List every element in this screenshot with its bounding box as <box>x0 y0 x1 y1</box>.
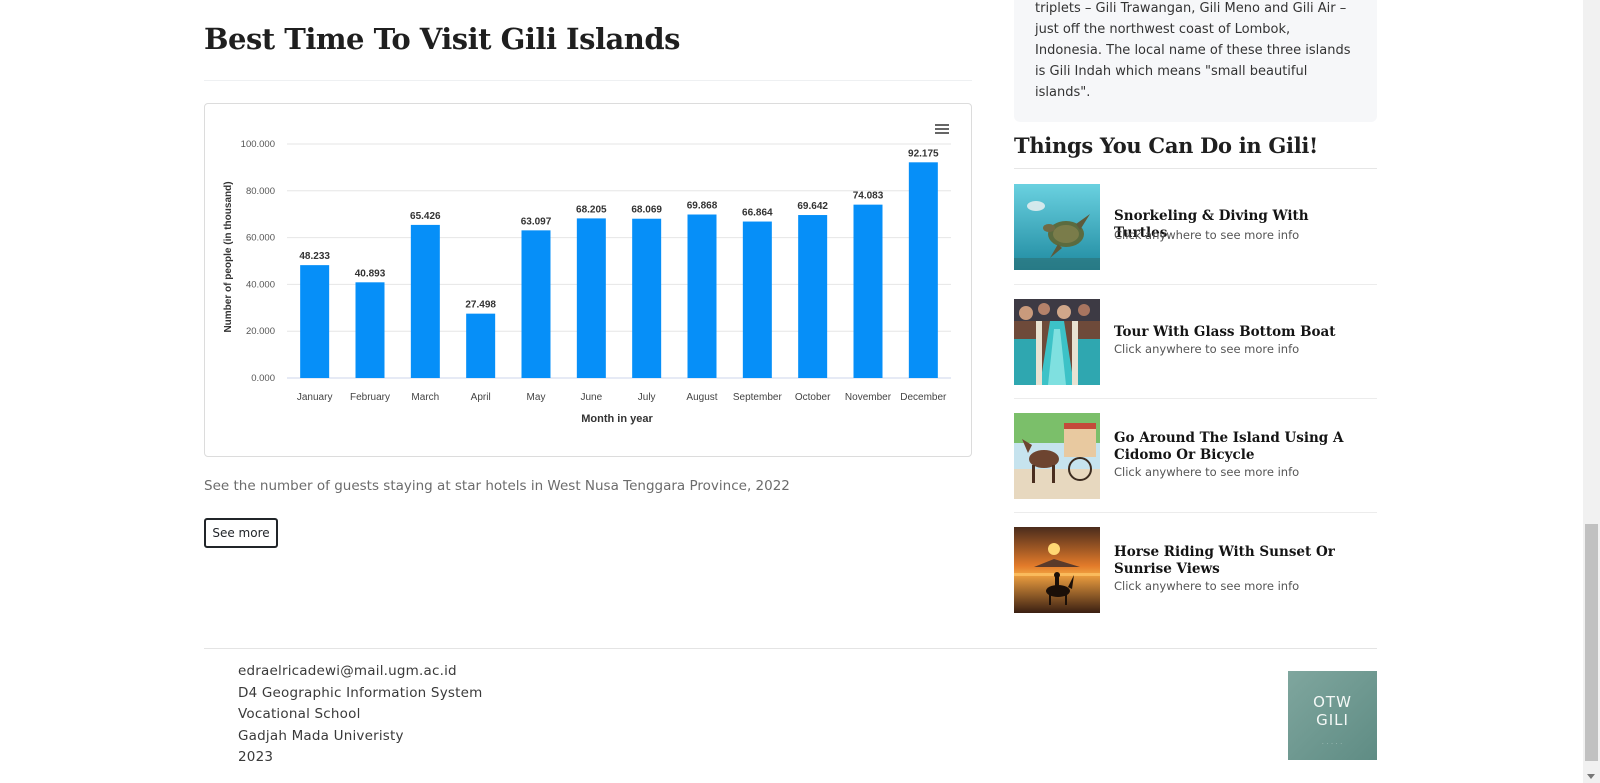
data-label: 63.097 <box>521 216 552 227</box>
activity-hint: Click anywhere to see more info <box>1114 579 1300 593</box>
y-tick-label: 40.000 <box>246 279 275 290</box>
bar-june[interactable] <box>576 218 606 378</box>
footer-contact: edraelricadewi@mail.ugm.ac.id D4 Geograp… <box>238 661 482 769</box>
about-box: triplets – Gili Trawangan, Gili Meno and… <box>1014 0 1377 122</box>
logo-text-line-1: OTW <box>1313 693 1352 711</box>
footer-year: 2023 <box>238 749 274 765</box>
data-label: 27.498 <box>465 300 496 311</box>
activity-hint: Click anywhere to see more info <box>1114 228 1300 242</box>
bar-october[interactable] <box>798 215 828 378</box>
bar-february[interactable] <box>355 282 385 378</box>
y-tick-label: 60.000 <box>246 233 275 244</box>
bar-january[interactable] <box>300 265 330 378</box>
footer-school: Vocational School <box>238 706 361 722</box>
bar-april[interactable] <box>466 313 496 378</box>
bar-november[interactable] <box>853 204 883 378</box>
bar-december[interactable] <box>908 162 938 378</box>
logo-tagline-decoration: · · · · · <box>1322 741 1343 746</box>
data-label: 68.069 <box>631 205 662 216</box>
y-tick-label: 20.000 <box>246 326 275 337</box>
vertical-scrollbar[interactable] <box>1583 0 1600 783</box>
x-tick-label: April <box>471 392 491 403</box>
scrollbar-thumb[interactable] <box>1585 524 1598 761</box>
activity-card-glass-boat[interactable]: Tour With Glass Bottom Boat Click anywhe… <box>1014 299 1377 385</box>
x-tick-label: January <box>297 392 333 403</box>
y-tick-label: 100.000 <box>241 139 275 150</box>
x-axis-label: Month in year <box>581 413 653 425</box>
glass-bottom-boat-image <box>1014 299 1100 385</box>
activity-hint: Click anywhere to see more info <box>1114 342 1300 356</box>
footer-email: edraelricadewi@mail.ugm.ac.id <box>238 663 457 679</box>
hamburger-menu-icon[interactable] <box>935 124 949 135</box>
logo-text-line-2: GILI <box>1316 711 1349 729</box>
bar-september[interactable] <box>742 221 772 378</box>
activity-card-snorkeling[interactable]: Snorkeling & Diving With Turtles Click a… <box>1014 184 1377 270</box>
y-axis-label: Number of people (in thousand) <box>223 181 234 332</box>
footer-divider <box>204 648 1377 649</box>
x-tick-label: December <box>900 392 947 403</box>
activity-divider <box>1014 512 1377 513</box>
activity-title: Snorkeling & Diving With Turtles <box>1114 208 1309 241</box>
things-divider <box>1014 168 1377 169</box>
data-label: 48.233 <box>299 251 330 262</box>
x-tick-label: July <box>638 392 656 403</box>
title-divider <box>204 80 972 81</box>
x-tick-label: November <box>845 392 892 403</box>
bar-july[interactable] <box>632 218 662 378</box>
bar-may[interactable] <box>521 230 551 378</box>
data-label: 69.642 <box>797 201 828 212</box>
footer-university: Gadjah Mada Univeristy <box>238 727 404 744</box>
footer-program: D4 Geographic Information System <box>238 684 483 701</box>
activity-title: Go Around The Island Using A Cidomo Or B… <box>1114 430 1344 463</box>
activity-card-cidomo[interactable]: Go Around The Island Using A Cidomo Or B… <box>1014 413 1377 499</box>
x-tick-label: June <box>580 392 602 403</box>
x-tick-label: August <box>686 392 717 403</box>
data-label: 69.868 <box>687 201 718 212</box>
activity-title: Tour With Glass Bottom Boat <box>1114 324 1336 340</box>
chart-card: 0.000 20.000 40.000 60.000 80.000 100.000 48.2… <box>204 103 972 457</box>
x-tick-label: September <box>733 392 783 403</box>
cidomo-horse-cart-image <box>1014 413 1100 499</box>
data-label: 68.205 <box>576 204 607 215</box>
data-label: 92.175 <box>908 148 939 159</box>
bar-march[interactable] <box>410 224 440 378</box>
page-title: Best Time To Visit Gili Islands <box>204 22 680 56</box>
chart-caption: See the number of guests staying at star… <box>204 478 790 494</box>
horse-sunset-image <box>1014 527 1100 613</box>
snorkeling-turtle-image <box>1014 184 1100 270</box>
activity-divider <box>1014 284 1377 285</box>
data-label: 40.893 <box>355 268 386 279</box>
x-tick-label: March <box>411 392 439 403</box>
activity-card-horse-riding[interactable]: Horse Riding With Sunset Or Sunrise View… <box>1014 527 1377 613</box>
x-tick-label: May <box>527 392 546 403</box>
activity-hint: Click anywhere to see more info <box>1114 465 1300 479</box>
data-label: 65.426 <box>410 211 441 222</box>
y-tick-label: 0.000 <box>251 373 275 384</box>
activity-divider <box>1014 398 1377 399</box>
data-label: 74.083 <box>853 191 884 202</box>
about-text: triplets – Gili Trawangan, Gili Meno and… <box>1035 1 1351 100</box>
otw-gili-logo: OTW GILI · · · · · <box>1288 671 1377 760</box>
bar-chart: 0.000 20.000 40.000 60.000 80.000 100.000 48.2… <box>223 139 951 425</box>
see-more-button[interactable]: See more <box>204 518 278 548</box>
y-tick-label: 80.000 <box>246 186 275 197</box>
x-tick-label: October <box>795 392 831 403</box>
x-tick-label: February <box>350 392 390 403</box>
chevron-down-icon[interactable] <box>1587 774 1595 779</box>
bar-august[interactable] <box>687 214 717 378</box>
activity-title: Horse Riding With Sunset Or Sunrise View… <box>1114 544 1335 577</box>
things-title: Things You Can Do in Gili! <box>1014 133 1318 158</box>
data-label: 66.864 <box>742 208 773 219</box>
